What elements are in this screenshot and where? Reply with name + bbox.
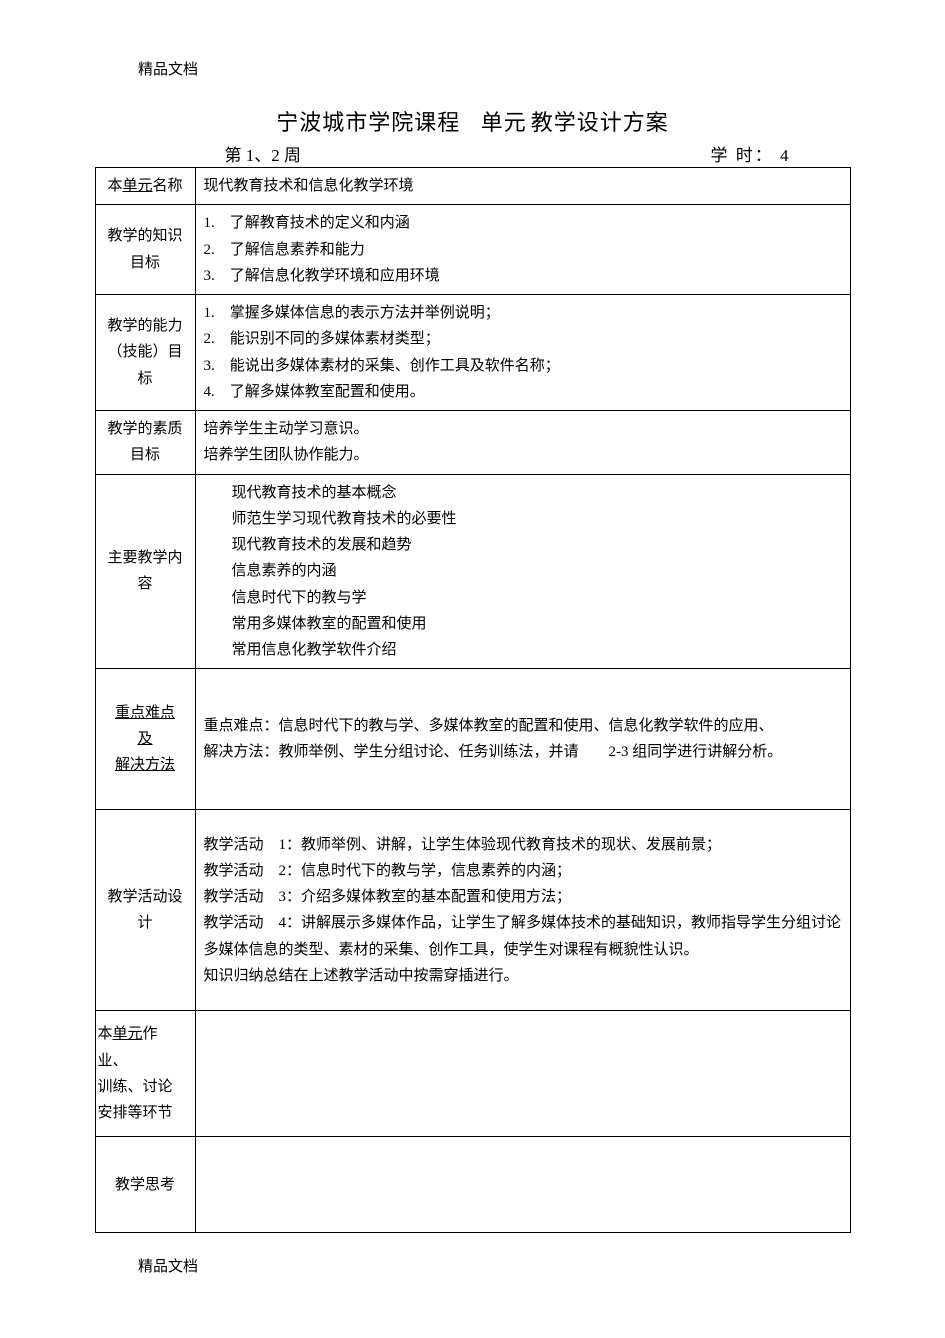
underline-text: 重点难点 — [115, 705, 175, 721]
list-item: 2. 了解信息素养和能力 — [204, 237, 842, 263]
list-item: 3. 了解信息化教学环境和应用环境 — [204, 263, 842, 289]
value-keypoints: 重点难点：信息时代下的教与学、多媒体教室的配置和使用、信息化教学软件的应用、 解… — [195, 669, 850, 810]
title-part-3: 教学设计方案 — [531, 110, 669, 135]
document-page: 精品文档 宁波城市学院课程 单元教学设计方案 第 1、2 周 学 时： 4 本单… — [0, 0, 945, 1338]
header-tag: 精品文档 — [138, 58, 198, 79]
value-activity: 教学活动 1：教师举例、讲解，让学生体验现代教育技术的现状、发展前景； 教学活动… — [195, 810, 850, 1011]
text-line: 重点难点：信息时代下的教与学、多媒体教室的配置和使用、信息化教学软件的应用、 — [204, 713, 842, 739]
text-line: 教学活动 4：讲解展示多媒体作品，让学生了解多媒体技术的基础知识，教师指导学生分… — [204, 910, 842, 963]
underline-text: 单元 — [122, 178, 152, 194]
title-part-2: 单元 — [481, 110, 527, 135]
footer-tag: 精品文档 — [138, 1255, 198, 1276]
label-line: 训练、讨论 — [98, 1079, 173, 1095]
label-homework: 本单元作业、 训练、讨论 安排等环节 — [95, 1011, 195, 1137]
list-item: 1. 了解教育技术的定义和内涵 — [204, 210, 842, 236]
text-line: 培养学生团队协作能力。 — [204, 442, 842, 468]
row-unit-name: 本单元名称 现代教育技术和信息化教学环境 — [95, 168, 850, 205]
list-item: 4. 了解多媒体教室配置和使用。 — [204, 379, 842, 405]
value-knowledge-goal: 1. 了解教育技术的定义和内涵 2. 了解信息素养和能力 3. 了解信息化教学环… — [195, 205, 850, 295]
title-part-1: 宁波城市学院课程 — [276, 110, 460, 135]
underline-text: 及 — [137, 731, 152, 747]
label-knowledge-goal: 教学的知识目标 — [95, 205, 195, 295]
value-quality-goal: 培养学生主动学习意识。 培养学生团队协作能力。 — [195, 411, 850, 475]
value-homework — [195, 1011, 850, 1137]
document-title: 宁波城市学院课程 单元教学设计方案 — [0, 105, 945, 137]
text-line: 培养学生主动学习意识。 — [204, 416, 842, 442]
underline-text: 解决方法 — [115, 757, 175, 773]
list-item: 2. 能识别不同的多媒体素材类型； — [204, 326, 842, 352]
sub-heading: 第 1、2 周 学 时： 4 — [95, 141, 851, 165]
text-line: 教学活动 3：介绍多媒体教室的基本配置和使用方法； — [204, 884, 842, 910]
label-main-content: 主要教学内容 — [95, 474, 195, 669]
row-main-content: 主要教学内容 现代教育技术的基本概念 师范生学习现代教育技术的必要性 现代教育技… — [95, 474, 850, 669]
value-main-content: 现代教育技术的基本概念 师范生学习现代教育技术的必要性 现代教育技术的发展和趋势… — [195, 474, 850, 669]
row-homework: 本单元作业、 训练、讨论 安排等环节 — [95, 1011, 850, 1137]
row-quality-goal: 教学的素质目标 培养学生主动学习意识。 培养学生团队协作能力。 — [95, 411, 850, 475]
text-line: 现代教育技术的基本概念 — [232, 480, 842, 506]
label-keypoints: 重点难点 及 解决方法 — [95, 669, 195, 810]
row-reflection: 教学思考 — [95, 1137, 850, 1233]
list-item: 3. 能说出多媒体素材的采集、创作工具及软件名称； — [204, 353, 842, 379]
lesson-plan-table: 本单元名称 现代教育技术和信息化教学环境 教学的知识目标 1. 了解教育技术的定… — [95, 167, 851, 1233]
text-line: 解决方法：教师举例、学生分组讨论、任务训练法，并请 2-3 组同学进行讲解分析。 — [204, 739, 842, 765]
row-ability-goal: 教学的能力 （技能）目标 1. 掌握多媒体信息的表示方法并举例说明； 2. 能识… — [95, 295, 850, 411]
text-line: 现代教育技术的发展和趋势 — [232, 532, 842, 558]
label-line: （技能）目标 — [107, 344, 182, 386]
hours-label: 学 时： 4 — [711, 141, 791, 166]
text-line: 常用多媒体教室的配置和使用 — [232, 611, 842, 637]
text-line: 教学活动 2：信息时代下的教与学，信息素养的内涵； — [204, 858, 842, 884]
label-quality-goal: 教学的素质目标 — [95, 411, 195, 475]
label-unit-name: 本单元名称 — [95, 168, 195, 205]
row-activity: 教学活动设计 教学活动 1：教师举例、讲解，让学生体验现代教育技术的现状、发展前… — [95, 810, 850, 1011]
value-ability-goal: 1. 掌握多媒体信息的表示方法并举例说明； 2. 能识别不同的多媒体素材类型； … — [195, 295, 850, 411]
label-activity: 教学活动设计 — [95, 810, 195, 1011]
text-line: 师范生学习现代教育技术的必要性 — [232, 506, 842, 532]
row-keypoints: 重点难点 及 解决方法 重点难点：信息时代下的教与学、多媒体教室的配置和使用、信… — [95, 669, 850, 810]
text-line: 信息素养的内涵 — [232, 558, 842, 584]
week-label: 第 1、2 周 — [225, 141, 302, 166]
label-line: 教学的能力 — [107, 318, 182, 334]
value-reflection — [195, 1137, 850, 1233]
label-reflection: 教学思考 — [95, 1137, 195, 1233]
list-item: 1. 掌握多媒体信息的表示方法并举例说明； — [204, 300, 842, 326]
text-line: 信息时代下的教与学 — [232, 585, 842, 611]
underline-text: 单元 — [113, 1026, 143, 1042]
text-line: 知识归纳总结在上述教学活动中按需穿插进行。 — [204, 963, 842, 989]
text-line: 教学活动 1：教师举例、讲解，让学生体验现代教育技术的现状、发展前景； — [204, 832, 842, 858]
row-knowledge-goal: 教学的知识目标 1. 了解教育技术的定义和内涵 2. 了解信息素养和能力 3. … — [95, 205, 850, 295]
label-ability-goal: 教学的能力 （技能）目标 — [95, 295, 195, 411]
value-unit-name: 现代教育技术和信息化教学环境 — [195, 168, 850, 205]
text-line: 常用信息化教学软件介绍 — [232, 637, 842, 663]
label-line: 安排等环节 — [98, 1105, 173, 1121]
